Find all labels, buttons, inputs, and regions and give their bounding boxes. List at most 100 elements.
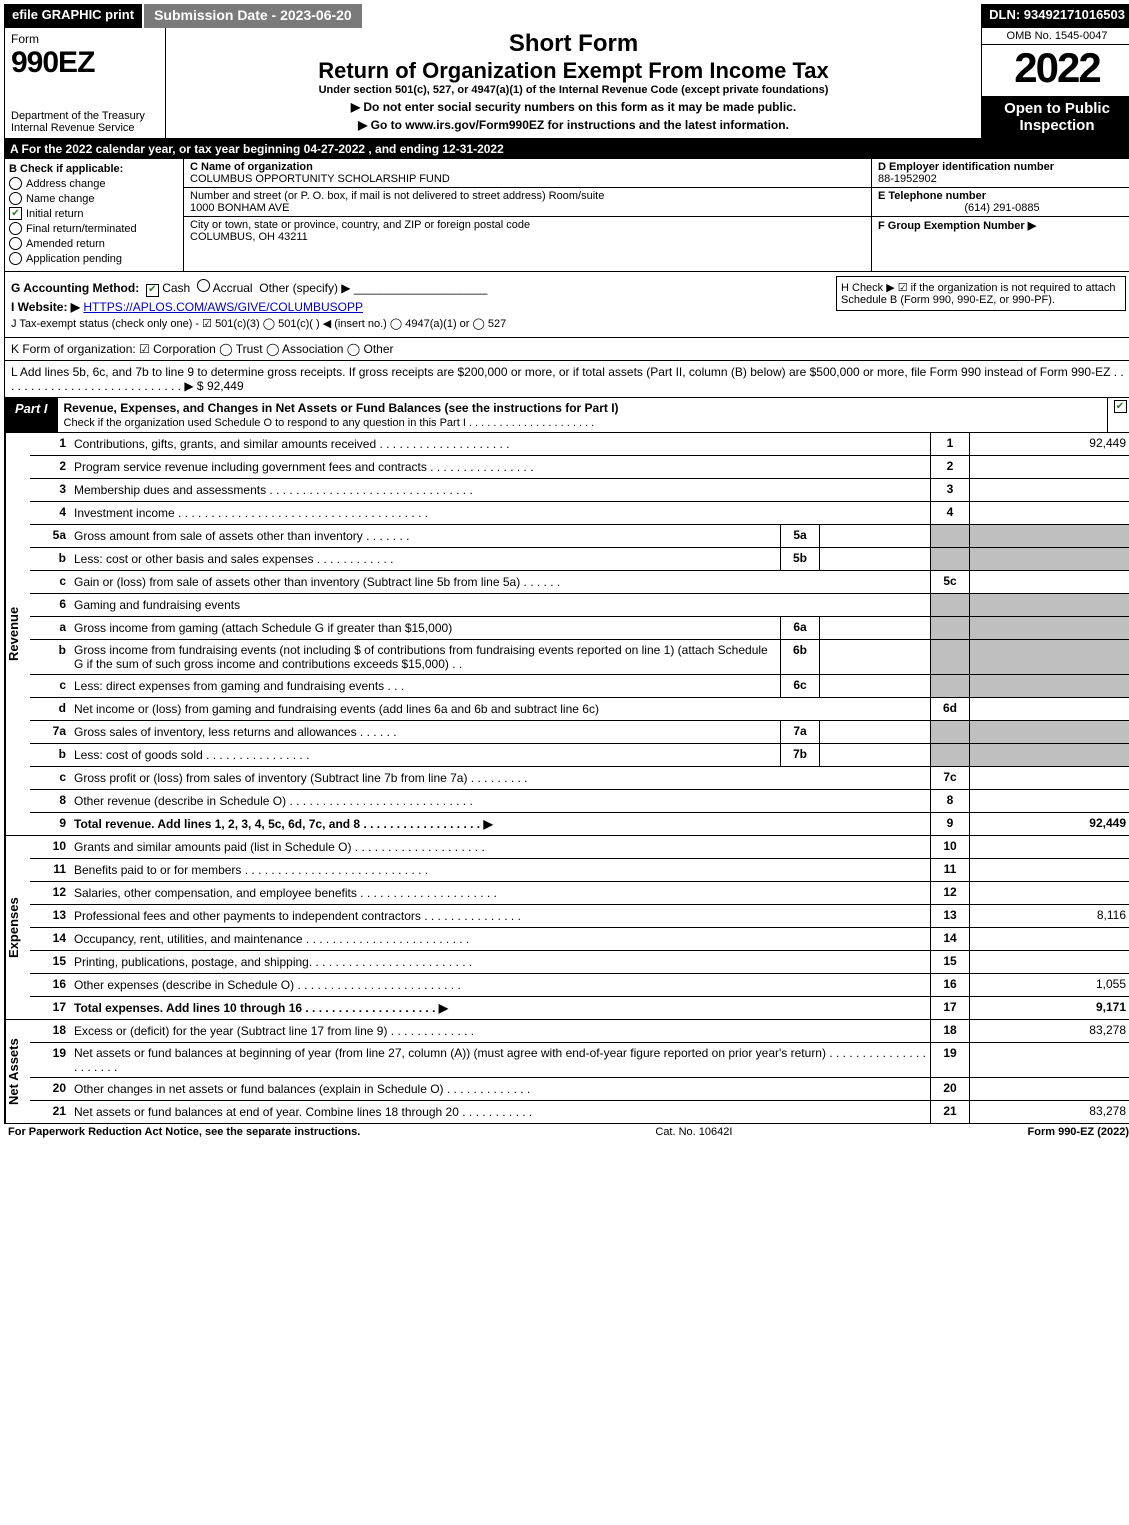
line-result-number: 3 bbox=[930, 479, 969, 501]
goto-link[interactable]: ▶ Go to www.irs.gov/Form990EZ for instru… bbox=[172, 118, 975, 132]
line-result-number: 14 bbox=[930, 928, 969, 950]
line-number: 12 bbox=[30, 882, 70, 904]
line-description: Gross amount from sale of assets other t… bbox=[70, 525, 780, 547]
line-result-value bbox=[969, 594, 1129, 616]
form-line-l5b: bLess: cost or other basis and sales exp… bbox=[30, 548, 1129, 571]
checkbox-item[interactable]: Initial return bbox=[9, 207, 179, 220]
line-description: Less: cost of goods sold . . . . . . . .… bbox=[70, 744, 780, 766]
line-number: 15 bbox=[30, 951, 70, 973]
line-result-number bbox=[930, 721, 969, 743]
sub-line-number: 7a bbox=[780, 721, 819, 743]
main-title: Return of Organization Exempt From Incom… bbox=[172, 58, 975, 84]
footer-left: For Paperwork Reduction Act Notice, see … bbox=[8, 1126, 360, 1138]
line-result-value: 83,278 bbox=[969, 1020, 1129, 1042]
line-description: Net assets or fund balances at end of ye… bbox=[70, 1101, 930, 1123]
accounting-label: G Accounting Method: bbox=[11, 281, 139, 295]
line-result-value bbox=[969, 882, 1129, 904]
sub-line-value bbox=[819, 548, 930, 570]
line-result-value bbox=[969, 456, 1129, 478]
line-result-value bbox=[969, 1078, 1129, 1100]
checkbox-icon[interactable] bbox=[9, 177, 22, 190]
line-number: 9 bbox=[30, 813, 70, 835]
header-mid: Short Form Return of Organization Exempt… bbox=[166, 28, 981, 138]
sub-line-number: 5a bbox=[780, 525, 819, 547]
line-number: 5a bbox=[30, 525, 70, 547]
line-description: Professional fees and other payments to … bbox=[70, 905, 930, 927]
line-result-value bbox=[969, 951, 1129, 973]
checkbox-icon[interactable] bbox=[9, 252, 22, 265]
sub-line-value bbox=[819, 525, 930, 547]
checkbox-item[interactable]: Application pending bbox=[9, 252, 179, 265]
line-number: b bbox=[30, 548, 70, 570]
form-line-l14: 14Occupancy, rent, utilities, and mainte… bbox=[30, 928, 1129, 951]
checkbox-icon[interactable] bbox=[9, 207, 22, 220]
line-description: Total revenue. Add lines 1, 2, 3, 4, 5c,… bbox=[70, 813, 930, 835]
line-result-number: 2 bbox=[930, 456, 969, 478]
line-result-value bbox=[969, 790, 1129, 812]
line-number: 4 bbox=[30, 502, 70, 524]
line-result-number: 8 bbox=[930, 790, 969, 812]
line-result-number: 6d bbox=[930, 698, 969, 720]
checkbox-icon[interactable] bbox=[9, 222, 22, 235]
footer: For Paperwork Reduction Act Notice, see … bbox=[4, 1124, 1129, 1140]
ein-label: D Employer identification number bbox=[878, 161, 1054, 173]
cash-checkbox[interactable] bbox=[146, 284, 159, 297]
checkbox-label: Amended return bbox=[26, 238, 105, 250]
checkbox-item[interactable]: Address change bbox=[9, 177, 179, 190]
line-result-number: 13 bbox=[930, 905, 969, 927]
form-line-l17: 17Total expenses. Add lines 10 through 1… bbox=[30, 997, 1129, 1019]
section-c: C Name of organization COLUMBUS OPPORTUN… bbox=[184, 159, 871, 271]
form-line-l16: 16Other expenses (describe in Schedule O… bbox=[30, 974, 1129, 997]
line-number: b bbox=[30, 640, 70, 674]
line-number: 6 bbox=[30, 594, 70, 616]
form-line-l7a: 7aGross sales of inventory, less returns… bbox=[30, 721, 1129, 744]
org-name-label: C Name of organization bbox=[190, 161, 313, 173]
accrual-checkbox[interactable] bbox=[197, 279, 210, 292]
section-d: D Employer identification number 88-1952… bbox=[872, 159, 1129, 188]
form-line-l4: 4Investment income . . . . . . . . . . .… bbox=[30, 502, 1129, 525]
efile-print[interactable]: efile GRAPHIC print bbox=[4, 4, 142, 28]
checkbox-item[interactable]: Name change bbox=[9, 192, 179, 205]
phone-value: (614) 291-0885 bbox=[878, 202, 1126, 214]
line-number: 17 bbox=[30, 997, 70, 1019]
sub-line-value bbox=[819, 675, 930, 697]
footer-right: Form 990-EZ (2022) bbox=[1028, 1126, 1129, 1138]
line-number: 2 bbox=[30, 456, 70, 478]
form-line-l2: 2Program service revenue including gover… bbox=[30, 456, 1129, 479]
line-number: 7a bbox=[30, 721, 70, 743]
line-description: Total expenses. Add lines 10 through 16 … bbox=[70, 997, 930, 1019]
expenses-section: Expenses 10Grants and similar amounts pa… bbox=[4, 836, 1129, 1020]
checkbox-icon[interactable] bbox=[9, 192, 22, 205]
website-link[interactable]: HTTPS://APLOS.COM/AWS/GIVE/COLUMBUSOPP bbox=[83, 300, 363, 314]
dln: DLN: 93492171016503 bbox=[981, 4, 1129, 28]
section-l-value: 92,449 bbox=[207, 379, 244, 393]
section-a: A For the 2022 calendar year, or tax yea… bbox=[4, 139, 1129, 159]
line-result-number: 4 bbox=[930, 502, 969, 524]
form-line-l12: 12Salaries, other compensation, and empl… bbox=[30, 882, 1129, 905]
form-line-l5a: 5aGross amount from sale of assets other… bbox=[30, 525, 1129, 548]
line-result-value bbox=[969, 859, 1129, 881]
checkbox-item[interactable]: Final return/terminated bbox=[9, 222, 179, 235]
form-line-l15: 15Printing, publications, postage, and s… bbox=[30, 951, 1129, 974]
city-label: City or town, state or province, country… bbox=[190, 219, 530, 231]
sub-line-value bbox=[819, 617, 930, 639]
phone-label: E Telephone number bbox=[878, 190, 986, 202]
line-description: Gaming and fundraising events bbox=[70, 594, 930, 616]
checkbox-label: Name change bbox=[26, 193, 95, 205]
line-description: Grants and similar amounts paid (list in… bbox=[70, 836, 930, 858]
line-description: Benefits paid to or for members . . . . … bbox=[70, 859, 930, 881]
line-description: Salaries, other compensation, and employ… bbox=[70, 882, 930, 904]
section-l-text: L Add lines 5b, 6c, and 7b to line 9 to … bbox=[11, 365, 1124, 393]
line-number: b bbox=[30, 744, 70, 766]
part-i-schedule-o-check[interactable] bbox=[1107, 398, 1129, 432]
line-description: Membership dues and assessments . . . . … bbox=[70, 479, 930, 501]
checkbox-icon[interactable] bbox=[9, 237, 22, 250]
sections-bcdef: B Check if applicable: Address changeNam… bbox=[4, 159, 1129, 272]
checkbox-item[interactable]: Amended return bbox=[9, 237, 179, 250]
line-result-value bbox=[969, 721, 1129, 743]
form-line-l10: 10Grants and similar amounts paid (list … bbox=[30, 836, 1129, 859]
line-number: d bbox=[30, 698, 70, 720]
sub-line-value bbox=[819, 640, 930, 674]
form-line-l13: 13Professional fees and other payments t… bbox=[30, 905, 1129, 928]
street-label: Number and street (or P. O. box, if mail… bbox=[190, 190, 604, 202]
